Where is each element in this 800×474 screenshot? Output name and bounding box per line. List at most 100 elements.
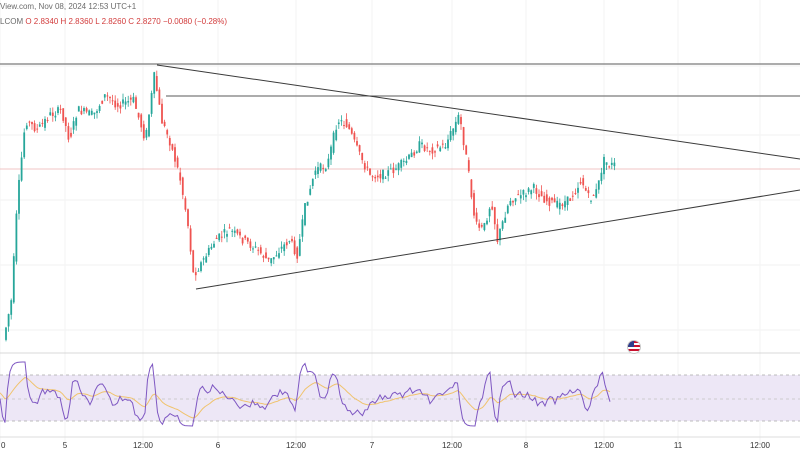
candle-body-34 bbox=[93, 112, 96, 115]
candle-body-187 bbox=[491, 206, 494, 210]
candle-body-209 bbox=[548, 197, 551, 206]
candle-body-39 bbox=[106, 95, 109, 97]
candle-body-8 bbox=[25, 125, 28, 130]
candle-body-56 bbox=[150, 92, 153, 114]
candle-body-116 bbox=[306, 201, 309, 206]
candle-body-72 bbox=[192, 250, 195, 273]
candle-body-191 bbox=[501, 221, 504, 229]
candle-body-2 bbox=[10, 300, 13, 315]
candle-body-50 bbox=[135, 97, 137, 109]
candle-body-19 bbox=[54, 115, 57, 118]
candle-body-103 bbox=[272, 257, 275, 260]
candle-body-97 bbox=[257, 249, 260, 251]
candle-body-160 bbox=[421, 142, 423, 145]
candle-body-217 bbox=[569, 198, 572, 201]
candle-body-100 bbox=[265, 252, 267, 259]
candle-body-120 bbox=[317, 167, 319, 175]
chart-header-symbol: LCOM O 2.8340 H 2.8360 L 2.8260 C 2.8270… bbox=[0, 15, 227, 29]
candle-body-36 bbox=[98, 105, 101, 111]
candle-body-221 bbox=[579, 181, 582, 184]
candle-body-48 bbox=[129, 97, 132, 100]
candle-body-108 bbox=[285, 242, 288, 246]
candle-body-144 bbox=[379, 174, 382, 179]
x-tick-label-8: 12:00 bbox=[594, 441, 615, 450]
x-tick-label-7: 8 bbox=[524, 441, 529, 450]
candle-body-134 bbox=[353, 132, 356, 140]
trendline-lower bbox=[195, 189, 800, 290]
candle-body-60 bbox=[161, 103, 163, 124]
candle-body-70 bbox=[187, 209, 189, 227]
candle-body-149 bbox=[392, 167, 395, 174]
candle-body-193 bbox=[506, 205, 509, 214]
trendline-upper bbox=[156, 64, 800, 160]
candle-body-196 bbox=[514, 198, 517, 202]
candle-body-17 bbox=[49, 112, 52, 116]
candle-body-163 bbox=[428, 150, 431, 152]
candle-body-81 bbox=[215, 237, 218, 240]
candles bbox=[5, 70, 616, 342]
candle-body-179 bbox=[470, 179, 473, 198]
header-symbol: LCOM bbox=[0, 17, 24, 26]
horizontal-lines bbox=[0, 63, 800, 354]
candle-body-225 bbox=[590, 200, 592, 202]
candle-body-168 bbox=[441, 143, 444, 145]
candle-body-172 bbox=[452, 128, 455, 136]
candle-body-87 bbox=[231, 230, 234, 232]
candle-body-167 bbox=[439, 147, 442, 152]
candle-body-181 bbox=[475, 212, 478, 222]
candle-body-178 bbox=[467, 160, 470, 172]
candle-body-113 bbox=[298, 239, 301, 256]
candle-body-199 bbox=[522, 189, 525, 195]
candle-body-47 bbox=[127, 101, 130, 103]
candle-body-25 bbox=[70, 132, 72, 137]
candle-body-16 bbox=[46, 119, 49, 121]
candle-body-118 bbox=[311, 178, 314, 186]
candle-body-186 bbox=[488, 208, 491, 217]
candle-body-229 bbox=[600, 172, 603, 181]
x-tick-label-6: 12:00 bbox=[442, 441, 463, 450]
candle-body-76 bbox=[202, 258, 205, 260]
candle-body-43 bbox=[116, 103, 119, 107]
rsi-pane bbox=[0, 361, 800, 427]
candle-body-104 bbox=[275, 255, 278, 257]
candle-body-105 bbox=[278, 253, 280, 258]
candle-body-115 bbox=[304, 203, 306, 226]
candle-body-94 bbox=[249, 241, 252, 248]
candle-body-22 bbox=[62, 108, 65, 121]
candle-body-41 bbox=[111, 100, 114, 102]
candle-body-211 bbox=[553, 198, 556, 203]
candle-body-52 bbox=[140, 114, 143, 128]
candle-body-164 bbox=[431, 147, 434, 154]
candle-body-15 bbox=[44, 118, 46, 128]
candle-body-220 bbox=[577, 187, 579, 193]
us-flag-icon[interactable] bbox=[627, 340, 641, 354]
candle-body-188 bbox=[493, 207, 496, 225]
candle-body-92 bbox=[244, 235, 247, 239]
candle-body-170 bbox=[447, 139, 449, 149]
candle-body-206 bbox=[540, 191, 543, 197]
candle-body-13 bbox=[38, 124, 41, 127]
candle-body-90 bbox=[239, 231, 241, 236]
candle-body-216 bbox=[566, 196, 569, 205]
candle-body-126 bbox=[332, 132, 335, 153]
candle-body-138 bbox=[363, 163, 366, 170]
candle-body-58 bbox=[155, 76, 158, 91]
candle-body-141 bbox=[371, 176, 374, 178]
header-source-date: View.com, Nov 08, 2024 12:53 UTC+1 bbox=[0, 2, 137, 11]
candle-body-38 bbox=[103, 94, 106, 98]
candle-body-189 bbox=[496, 224, 499, 243]
candle-body-26 bbox=[72, 121, 75, 130]
candle-body-109 bbox=[288, 241, 291, 243]
candle-body-119 bbox=[314, 170, 317, 175]
candle-body-11 bbox=[33, 123, 36, 132]
candle-body-98 bbox=[259, 247, 262, 254]
candle-body-96 bbox=[254, 246, 257, 248]
candle-body-20 bbox=[57, 107, 59, 113]
candle-body-194 bbox=[509, 200, 512, 206]
x-tick-label-1: 5 bbox=[63, 441, 68, 450]
candle-body-219 bbox=[574, 192, 577, 194]
candle-body-83 bbox=[220, 236, 223, 238]
candle-body-82 bbox=[218, 233, 221, 241]
candle-body-230 bbox=[603, 156, 605, 175]
